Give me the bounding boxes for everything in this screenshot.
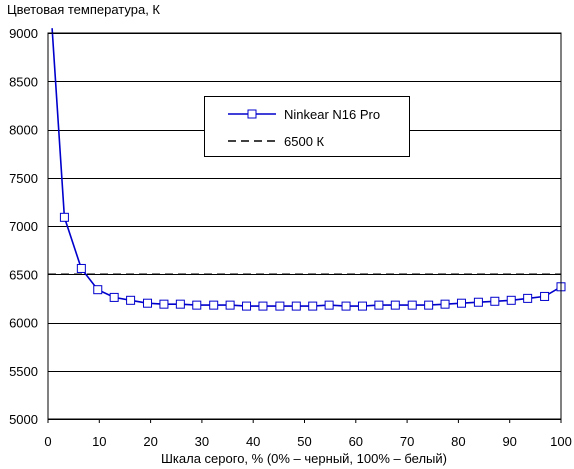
data-point	[341, 301, 351, 311]
x-tick-label: 0	[44, 434, 51, 449]
data-point	[159, 299, 169, 309]
data-point	[523, 293, 533, 303]
data-point	[473, 297, 483, 307]
x-axis-label: Шкала серого, % (0% – черный, 100% – бел…	[161, 451, 447, 466]
data-point	[225, 300, 235, 310]
y-tick-label: 9000	[9, 26, 38, 41]
data-point	[424, 300, 434, 310]
data-point	[242, 301, 252, 311]
x-tick-labels: 0 10 20 30 40 50 60 70 80 90 100	[44, 434, 571, 449]
data-point	[143, 298, 153, 308]
y-tick-label: 6000	[9, 316, 38, 331]
x-tick-label: 30	[195, 434, 209, 449]
data-point	[175, 299, 185, 309]
data-point	[126, 295, 136, 305]
y-tick-label: 8000	[9, 123, 38, 138]
y-axis-label: Цветовая температура, К	[7, 2, 160, 17]
series-layer	[48, 28, 566, 311]
data-point	[490, 296, 500, 306]
legend-marker-ninkear	[247, 109, 257, 119]
data-point	[456, 298, 466, 308]
legend: Ninkear N16 Pro 6500 К	[204, 96, 410, 157]
y-tick-label: 7500	[9, 171, 38, 186]
y-tick-label: 5000	[9, 412, 38, 427]
data-point	[76, 263, 86, 273]
data-point	[93, 285, 103, 295]
data-point	[440, 299, 450, 309]
x-tick-label: 100	[550, 434, 572, 449]
data-point	[390, 300, 400, 310]
plot-area-frame	[47, 32, 562, 420]
y-tick-label: 8500	[9, 74, 38, 89]
data-point	[192, 300, 202, 310]
data-point	[540, 291, 550, 301]
data-point	[324, 300, 334, 310]
data-point	[308, 301, 318, 311]
data-point	[109, 292, 119, 302]
x-tick-label: 20	[143, 434, 157, 449]
legend-label-6500k: 6500 К	[284, 134, 325, 149]
x-tick-label: 90	[502, 434, 516, 449]
x-tick-label: 50	[297, 434, 311, 449]
data-point	[407, 300, 417, 310]
data-point	[209, 300, 219, 310]
legend-box	[204, 96, 410, 157]
legend-label-ninkear: Ninkear N16 Pro	[284, 107, 380, 122]
data-point	[59, 212, 69, 222]
x-tick-label: 80	[451, 434, 465, 449]
series-line-ninkear-n16-pro	[51, 28, 562, 307]
y-tick-label: 6500	[9, 267, 38, 282]
x-tick-label: 60	[349, 434, 363, 449]
data-point	[506, 295, 516, 305]
y-tick-label: 7000	[9, 219, 38, 234]
x-tick-label: 10	[92, 434, 106, 449]
data-point	[275, 301, 285, 311]
gridlines	[47, 33, 562, 423]
y-tick-label: 5500	[9, 364, 38, 379]
data-point	[357, 301, 367, 311]
data-point	[258, 301, 268, 311]
x-tick-label: 40	[246, 434, 260, 449]
data-point	[291, 301, 301, 311]
data-point	[374, 300, 384, 310]
x-tick-label: 70	[400, 434, 414, 449]
y-tick-labels: 5000 5500 6000 6500 7000 7500 8000 8500 9000	[9, 26, 38, 427]
